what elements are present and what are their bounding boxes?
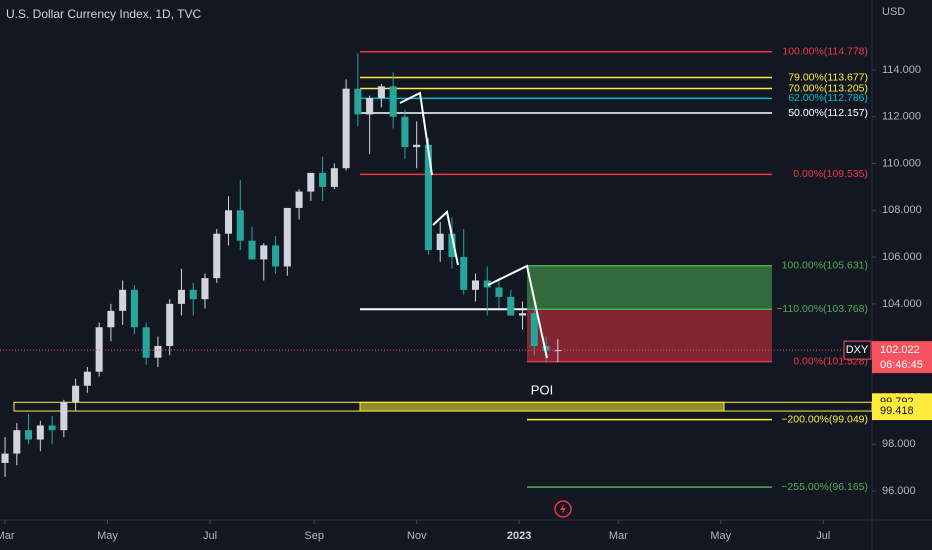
candle-body [389, 86, 397, 117]
x-tick-label: 2023 [507, 530, 531, 542]
target-box [527, 265, 772, 310]
candle-body [95, 327, 103, 372]
symbol-tag [843, 340, 872, 360]
candle-body [436, 233, 444, 251]
fib-label: 100.00%(105.631) [782, 259, 868, 271]
candle-body [401, 116, 409, 148]
candle-body [542, 345, 550, 351]
candle-body [554, 350, 562, 352]
candle-body [471, 280, 480, 290]
fib-label: −200.00%(99.049) [781, 413, 868, 425]
x-tick-label: Mar [0, 530, 15, 542]
candle-body [13, 430, 21, 454]
alert-icon[interactable] [554, 500, 572, 518]
candle-body [213, 233, 221, 279]
currency-label: USD [882, 6, 905, 18]
candle-body [272, 245, 280, 267]
candle-body [1, 453, 9, 463]
zone-tag-label: 99.418 [880, 405, 914, 417]
y-tick-label: 110.000 [882, 157, 921, 169]
symbol-label: DXY [846, 344, 869, 356]
fib-label: 50.00%(112.157) [788, 107, 868, 119]
y-tick-label: 114.000 [882, 64, 921, 76]
candle-body [177, 289, 185, 304]
candle-body [424, 144, 432, 251]
fib-label: 0.00%(109.535) [793, 168, 868, 180]
trend-drawing [399, 91, 433, 176]
fib-label: 100.00%(114.778) [782, 46, 868, 58]
candle-body [377, 86, 385, 99]
candle-body [413, 144, 421, 148]
candle-body [248, 240, 256, 260]
candle-body [483, 280, 491, 288]
candle-body [224, 210, 233, 234]
candle-body [60, 402, 68, 431]
candle-body [119, 289, 127, 311]
x-tick-label: Jul [203, 530, 217, 542]
y-tick-label: 98.000 [882, 438, 916, 450]
y-tick-label: 106.000 [882, 251, 922, 263]
candle-body [507, 296, 515, 316]
candle-body [48, 425, 56, 431]
x-tick-label: Mar [609, 530, 628, 542]
candle-body [530, 313, 538, 346]
price-tag-label: 102.022 [880, 344, 920, 356]
stop-box [527, 309, 772, 362]
candle-body [25, 430, 33, 440]
candle-body [83, 371, 91, 386]
candle-body [518, 313, 527, 316]
x-tick-label: May [710, 530, 731, 542]
candle-body [448, 233, 456, 258]
candle-body [495, 287, 503, 297]
candle-body [130, 289, 138, 328]
y-tick-label: 104.000 [882, 298, 922, 310]
candle-body [460, 257, 468, 290]
fib-label: 70.00%(113.205) [788, 82, 868, 94]
alert-circle [554, 500, 572, 518]
trend-drawing [487, 264, 548, 359]
candle-body [366, 98, 374, 115]
candle-body [319, 172, 327, 187]
x-tick-label: May [97, 530, 118, 542]
candle-body [354, 88, 362, 115]
fib-label: −255.00%(96.165) [781, 481, 868, 493]
zone-tag [872, 402, 932, 421]
candle-body [201, 278, 209, 300]
fib-label: 79.00%(113.677) [788, 71, 868, 83]
candle-body [166, 303, 174, 346]
y-tick-label: 112.000 [882, 111, 921, 123]
candle-body [36, 425, 44, 440]
chart-title: U.S. Dollar Currency Index, 1D, TVC [6, 7, 202, 21]
candle-body [236, 210, 244, 241]
zone-box [359, 401, 725, 412]
countdown-label: 06:46:45 [880, 359, 923, 371]
candle-body [107, 310, 115, 328]
price-tag [872, 341, 932, 374]
candle-body [330, 168, 338, 187]
candle-body [342, 88, 350, 169]
zone-label: POI [531, 382, 553, 397]
candle-body [307, 172, 315, 192]
marks: POI 100.00%(114.778) 79.00%(113.677)70.00%… [1, 46, 873, 493]
candle-body [72, 385, 80, 403]
fib-label: −110.00%(103.768) [776, 303, 868, 315]
trend-drawing [432, 210, 459, 266]
alert-bolt [560, 504, 566, 514]
candle-body [260, 245, 268, 260]
candle-body [154, 345, 162, 358]
x-tick-label: Jul [816, 530, 830, 542]
fib-label: 62.00%(112.786) [788, 92, 868, 104]
y-tick-label: 108.000 [882, 204, 922, 216]
y-tick-label: 96.000 [882, 485, 916, 497]
candle-body [295, 191, 303, 208]
candle-body [142, 327, 150, 358]
candle-body [189, 289, 197, 300]
x-tick-label: Sep [304, 530, 324, 542]
x-tick-label: Nov [407, 530, 427, 542]
candle-body [283, 207, 291, 267]
